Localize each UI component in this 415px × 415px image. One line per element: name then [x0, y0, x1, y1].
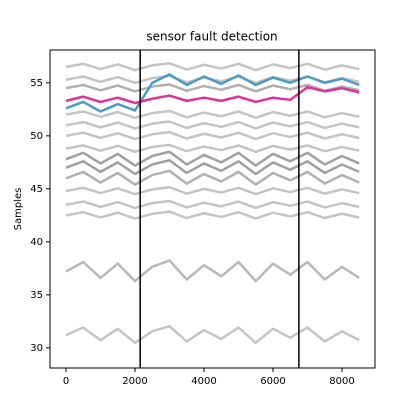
series-line: [65, 259, 360, 283]
series-line: [65, 85, 360, 105]
chart-title: sensor fault detection: [146, 30, 277, 44]
x-tick-label: 8000: [329, 376, 354, 387]
series-line: [65, 150, 360, 167]
y-tick-label: 50: [30, 131, 43, 142]
x-tick-label: 4000: [191, 376, 216, 387]
series-line: [65, 62, 360, 72]
series-line: [65, 83, 360, 93]
plot-lines: [65, 50, 360, 368]
series-line: [65, 143, 360, 154]
x-tick-label: 6000: [260, 376, 285, 387]
plot-frame: [49, 49, 376, 369]
y-tick-label: 30: [30, 343, 43, 354]
series-line: [65, 73, 360, 113]
series-line: [65, 158, 360, 176]
x-tick-label: 2000: [122, 376, 147, 387]
y-tick-label: 40: [30, 237, 43, 248]
series-line: [65, 210, 360, 220]
y-tick-label: 35: [30, 290, 43, 301]
y-tick-label: 55: [30, 78, 43, 89]
y-axis-label: Samples: [13, 188, 24, 231]
series-line: [65, 324, 360, 345]
series-line: [65, 199, 360, 210]
series-line: [65, 186, 360, 196]
x-tick-label: 0: [63, 376, 69, 387]
series-line: [65, 130, 360, 141]
series-line: [65, 109, 360, 120]
series-line: [65, 169, 360, 186]
series-line: [65, 120, 360, 130]
y-tick-label: 45: [30, 184, 43, 195]
